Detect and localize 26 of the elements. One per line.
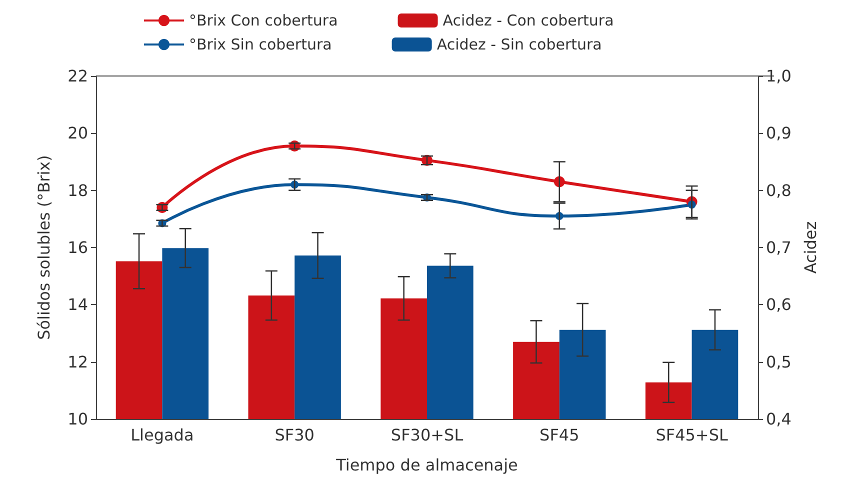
y-tick-label: 12 [68,352,88,372]
x-tick-label: SF45 [540,426,580,444]
x-tick-label: SF45+SL [656,426,728,444]
x-tick-label: SF30 [274,426,314,444]
y2-tick-label: 1,0 [766,66,792,86]
y-tick-label: 22 [68,66,88,86]
y2-axis-title: Acidez [800,221,820,274]
x-axis-title: Tiempo de almacenaje [335,456,518,474]
legend-label: °Brix Sin cobertura [189,36,332,54]
legend-label: Acidez - Con cobertura [442,12,614,30]
y2-tick-label: 0,5 [766,352,792,372]
y-tick-label: 10 [68,410,88,428]
y-tick-label: 18 [68,180,88,200]
y2-tick-label: 0,8 [766,180,792,200]
y2-tick-label: 0,7 [766,238,792,257]
y-tick-label: 16 [68,238,88,257]
y-tick-label: 14 [68,295,88,314]
y2-tick-label: 0,6 [766,295,792,314]
y2-tick-label: 0,9 [766,124,792,143]
legend-label: °Brix Con cobertura [189,12,338,30]
x-tick-label: Llegada [130,426,194,444]
legend-label: Acidez - Sin cobertura [436,36,602,54]
x-tick-label: SF30+SL [390,426,464,444]
y-tick-label: 20 [68,124,88,143]
y2-tick-label: 0,4 [766,410,792,428]
y-axis-title: Sólidos solubles (°Brix) [34,155,54,340]
